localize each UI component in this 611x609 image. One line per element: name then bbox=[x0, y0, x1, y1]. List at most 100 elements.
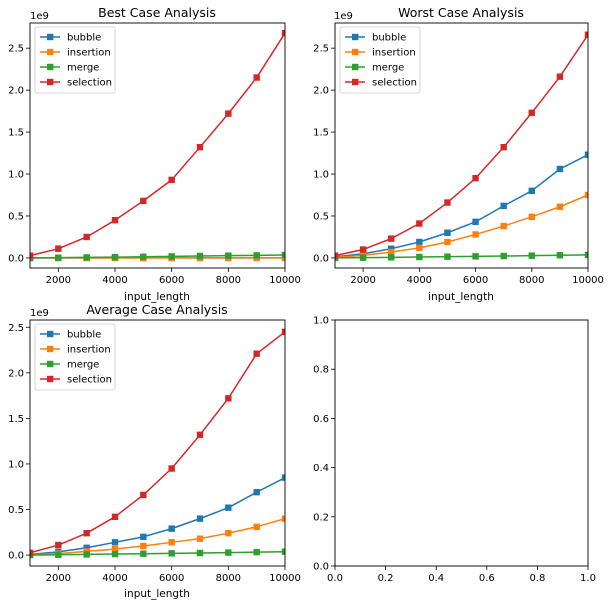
legend-marker-insertion bbox=[352, 48, 359, 56]
data-point-merge bbox=[472, 253, 479, 260]
x-axis-label: input_length bbox=[124, 291, 190, 303]
series-line-selection bbox=[30, 331, 285, 554]
data-point-bubble bbox=[584, 151, 588, 158]
data-point-selection bbox=[168, 176, 175, 184]
data-point-merge bbox=[111, 550, 119, 558]
y-tick-label: 2.0 bbox=[8, 86, 24, 97]
data-point-bubble bbox=[444, 229, 451, 236]
legend-marker-insertion bbox=[47, 345, 54, 353]
y-tick-label: 2.0 bbox=[8, 368, 24, 379]
data-point-selection bbox=[55, 245, 62, 252]
series-line-merge bbox=[30, 254, 285, 259]
data-point-selection bbox=[472, 175, 479, 182]
x-tick-label: 0.0 bbox=[327, 573, 343, 584]
data-point-selection bbox=[556, 73, 564, 80]
data-point-selection bbox=[30, 549, 34, 556]
data-point-selection bbox=[111, 216, 119, 224]
data-point-insertion bbox=[111, 545, 119, 553]
data-point-bubble bbox=[225, 504, 232, 511]
x-tick-label: 10000 bbox=[269, 573, 301, 584]
data-point-selection bbox=[196, 143, 204, 151]
data-point-selection bbox=[253, 74, 260, 81]
axes-frame bbox=[334, 22, 589, 269]
data-point-selection bbox=[416, 220, 423, 227]
y-tick-label: 0.0 bbox=[8, 253, 24, 264]
axes-frame bbox=[29, 22, 286, 269]
data-point-selection bbox=[140, 197, 147, 205]
y-tick-label: 2.5 bbox=[313, 44, 329, 55]
data-point-bubble bbox=[388, 245, 395, 252]
legend-marker-selection bbox=[47, 375, 54, 383]
data-point-bubble bbox=[111, 539, 119, 546]
y-tick-label: 1.0 bbox=[313, 316, 329, 327]
x-tick-label: 2000 bbox=[46, 573, 71, 584]
data-point-insertion bbox=[528, 213, 535, 221]
data-point-selection bbox=[359, 246, 367, 253]
legend-marker-selection bbox=[47, 78, 54, 86]
data-point-insertion bbox=[140, 542, 147, 550]
data-point-merge bbox=[225, 549, 232, 556]
y-tick-label: 0.0 bbox=[8, 551, 24, 562]
data-point-bubble bbox=[196, 515, 204, 522]
x-tick-label: 6000 bbox=[463, 275, 488, 286]
x-tick-label: 4000 bbox=[102, 275, 127, 286]
data-point-merge bbox=[253, 252, 260, 259]
data-point-bubble bbox=[253, 489, 260, 496]
x-tick-label: 0.2 bbox=[378, 573, 394, 584]
legend-marker-insertion bbox=[47, 48, 54, 56]
x-tick-label: 8000 bbox=[216, 573, 241, 584]
data-point-merge bbox=[359, 254, 367, 261]
x-tick-label: 6000 bbox=[159, 573, 184, 584]
data-point-selection bbox=[111, 513, 119, 520]
data-point-merge bbox=[388, 254, 395, 261]
series-line-merge bbox=[30, 550, 285, 556]
x-axis-label: input_length bbox=[124, 588, 190, 600]
data-point-bubble bbox=[168, 525, 175, 532]
y-offset-label: 1e9 bbox=[30, 11, 49, 22]
data-point-merge bbox=[225, 252, 232, 259]
data-point-insertion bbox=[556, 203, 564, 210]
x-tick-label: 0.4 bbox=[428, 573, 444, 584]
x-tick-label: 4000 bbox=[407, 275, 432, 286]
data-point-insertion bbox=[196, 535, 204, 542]
subplot-best-case: Best Case Analysis 1e9 input_length 2000… bbox=[8, 5, 301, 303]
axes-frame bbox=[334, 319, 589, 567]
data-point-merge bbox=[281, 548, 285, 555]
data-point-bubble bbox=[556, 165, 564, 173]
y-tick-label: 0.8 bbox=[313, 365, 329, 376]
x-tick-label: 0.8 bbox=[529, 573, 545, 584]
data-point-selection bbox=[83, 233, 90, 241]
data-point-bubble bbox=[416, 238, 423, 246]
legend-label-insertion: insertion bbox=[372, 48, 416, 59]
y-tick-label: 0.5 bbox=[8, 211, 24, 222]
data-point-bubble bbox=[500, 202, 507, 210]
series-line-bubble bbox=[30, 476, 285, 556]
data-point-merge bbox=[168, 253, 175, 260]
data-point-merge bbox=[83, 254, 90, 261]
series-line-bubble bbox=[335, 154, 588, 258]
data-point-insertion bbox=[472, 231, 479, 238]
data-point-selection bbox=[30, 252, 34, 259]
data-point-merge bbox=[83, 551, 90, 558]
legend-label-merge: merge bbox=[67, 360, 99, 371]
x-tick-label: 6000 bbox=[159, 275, 184, 286]
legend-box bbox=[339, 26, 421, 94]
subplot-title: Worst Case Analysis bbox=[398, 5, 524, 20]
data-point-insertion bbox=[388, 248, 395, 256]
legend-label-insertion: insertion bbox=[67, 345, 111, 356]
data-point-insertion bbox=[168, 539, 175, 546]
y-tick-label: 1.0 bbox=[8, 459, 24, 470]
data-point-merge bbox=[140, 550, 147, 557]
series-group bbox=[30, 328, 285, 559]
x-tick-label: 0.6 bbox=[479, 573, 495, 584]
data-point-selection bbox=[196, 431, 204, 438]
legend-label-insertion: insertion bbox=[67, 48, 111, 59]
subplot-empty: 0.0 0.2 0.4 0.6 0.8 1.0 0.0 0.2 0.4 0.6 0.8 1.0 bbox=[313, 316, 596, 585]
data-point-selection bbox=[225, 395, 232, 402]
data-point-selection bbox=[281, 29, 285, 37]
data-point-insertion bbox=[416, 244, 423, 252]
data-point-insertion bbox=[253, 523, 260, 531]
data-point-selection bbox=[168, 465, 175, 472]
